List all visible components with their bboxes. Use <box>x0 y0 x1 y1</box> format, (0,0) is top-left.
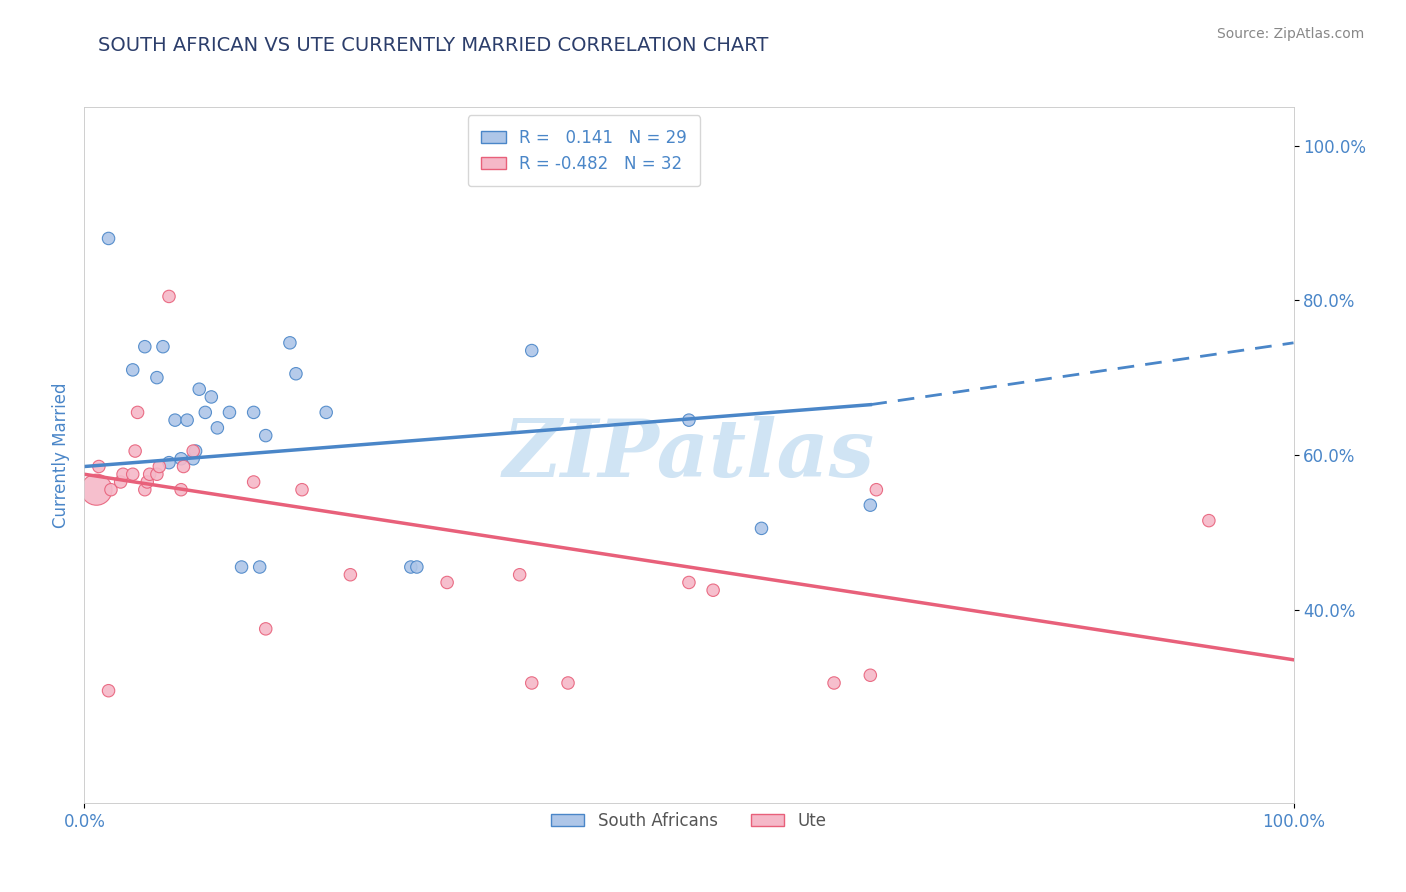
Y-axis label: Currently Married: Currently Married <box>52 382 70 528</box>
Point <box>751 521 773 535</box>
Point <box>184 444 207 458</box>
Point <box>112 467 135 482</box>
Text: Source: ZipAtlas.com: Source: ZipAtlas.com <box>1216 27 1364 41</box>
Point <box>678 413 700 427</box>
Point <box>284 367 308 381</box>
Point <box>121 467 143 482</box>
Point <box>170 483 193 497</box>
Point <box>152 340 174 354</box>
Point <box>859 498 882 512</box>
Point <box>173 459 195 474</box>
Point <box>165 413 187 427</box>
Point <box>127 405 149 419</box>
Text: ZIPatlas: ZIPatlas <box>503 417 875 493</box>
Point <box>121 363 143 377</box>
Point <box>678 575 700 590</box>
Point <box>436 575 458 590</box>
Point <box>406 560 429 574</box>
Point <box>157 456 180 470</box>
Point <box>520 676 543 690</box>
Point <box>823 676 845 690</box>
Point <box>278 335 301 350</box>
Point <box>242 405 264 419</box>
Point <box>254 622 277 636</box>
Point <box>110 475 132 489</box>
Point <box>188 382 211 396</box>
Point <box>865 483 887 497</box>
Point <box>254 428 277 442</box>
Point <box>181 444 204 458</box>
Point <box>146 467 169 482</box>
Point <box>242 475 264 489</box>
Point <box>136 475 159 489</box>
Point <box>399 560 422 574</box>
Point <box>520 343 543 358</box>
Point <box>200 390 222 404</box>
Legend: South Africans, Ute: South Africans, Ute <box>544 805 834 836</box>
Point <box>218 405 240 419</box>
Point <box>557 676 579 690</box>
Point <box>339 567 361 582</box>
Point <box>86 483 108 497</box>
Point <box>97 231 120 245</box>
Point <box>859 668 882 682</box>
Text: SOUTH AFRICAN VS UTE CURRENTLY MARRIED CORRELATION CHART: SOUTH AFRICAN VS UTE CURRENTLY MARRIED C… <box>98 36 769 54</box>
Point <box>146 370 169 384</box>
Point <box>194 405 217 419</box>
Point <box>124 444 146 458</box>
Point <box>291 483 314 497</box>
Point <box>97 683 120 698</box>
Point <box>207 421 229 435</box>
Point <box>134 340 156 354</box>
Point <box>702 583 724 598</box>
Point <box>100 483 122 497</box>
Point <box>315 405 337 419</box>
Point <box>181 451 204 466</box>
Point <box>176 413 198 427</box>
Point <box>1198 514 1220 528</box>
Point <box>134 483 156 497</box>
Point <box>148 459 170 474</box>
Point <box>170 451 193 466</box>
Point <box>87 459 110 474</box>
Point <box>138 467 160 482</box>
Point <box>249 560 271 574</box>
Point <box>231 560 253 574</box>
Point <box>509 567 531 582</box>
Point <box>157 289 180 303</box>
